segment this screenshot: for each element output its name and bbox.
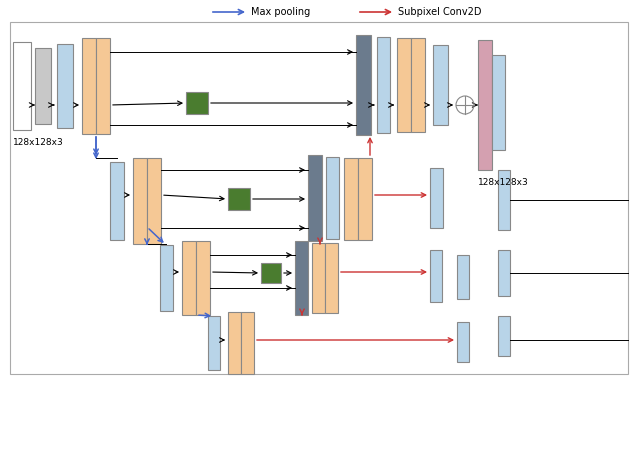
Bar bbox=[10, 22, 628, 374]
Bar bbox=[430, 168, 443, 228]
Bar bbox=[133, 158, 147, 244]
Bar bbox=[377, 37, 390, 133]
Bar bbox=[358, 158, 372, 240]
Bar bbox=[356, 35, 371, 135]
Bar bbox=[35, 48, 51, 124]
Bar bbox=[160, 245, 173, 311]
Bar bbox=[411, 38, 425, 132]
Bar bbox=[457, 322, 469, 362]
Bar bbox=[492, 55, 505, 150]
Bar bbox=[397, 38, 411, 132]
Bar bbox=[326, 157, 339, 239]
Bar bbox=[82, 38, 96, 134]
Bar bbox=[208, 316, 220, 370]
Text: Max pooling: Max pooling bbox=[251, 7, 310, 17]
Bar bbox=[325, 243, 338, 313]
Bar bbox=[312, 243, 325, 313]
Bar bbox=[57, 44, 73, 128]
Bar bbox=[344, 158, 358, 240]
Bar bbox=[261, 263, 281, 283]
Bar bbox=[13, 42, 31, 130]
Bar bbox=[498, 250, 510, 296]
Text: 128x128x3: 128x128x3 bbox=[478, 178, 529, 187]
Bar bbox=[186, 92, 208, 114]
Bar bbox=[147, 158, 161, 244]
Bar bbox=[96, 38, 110, 134]
Bar bbox=[110, 162, 124, 240]
Bar bbox=[241, 312, 254, 374]
Bar bbox=[196, 241, 210, 315]
Bar bbox=[182, 241, 196, 315]
Bar bbox=[295, 241, 308, 315]
Bar bbox=[430, 250, 442, 302]
Text: Subpixel Conv2D: Subpixel Conv2D bbox=[398, 7, 481, 17]
Bar bbox=[478, 40, 492, 170]
Text: 128x128x3: 128x128x3 bbox=[13, 138, 64, 147]
Bar bbox=[228, 312, 241, 374]
Bar bbox=[433, 45, 448, 125]
Bar bbox=[498, 316, 510, 356]
Bar bbox=[308, 155, 322, 241]
Bar bbox=[457, 255, 469, 299]
Bar bbox=[498, 170, 510, 230]
Bar bbox=[228, 188, 250, 210]
